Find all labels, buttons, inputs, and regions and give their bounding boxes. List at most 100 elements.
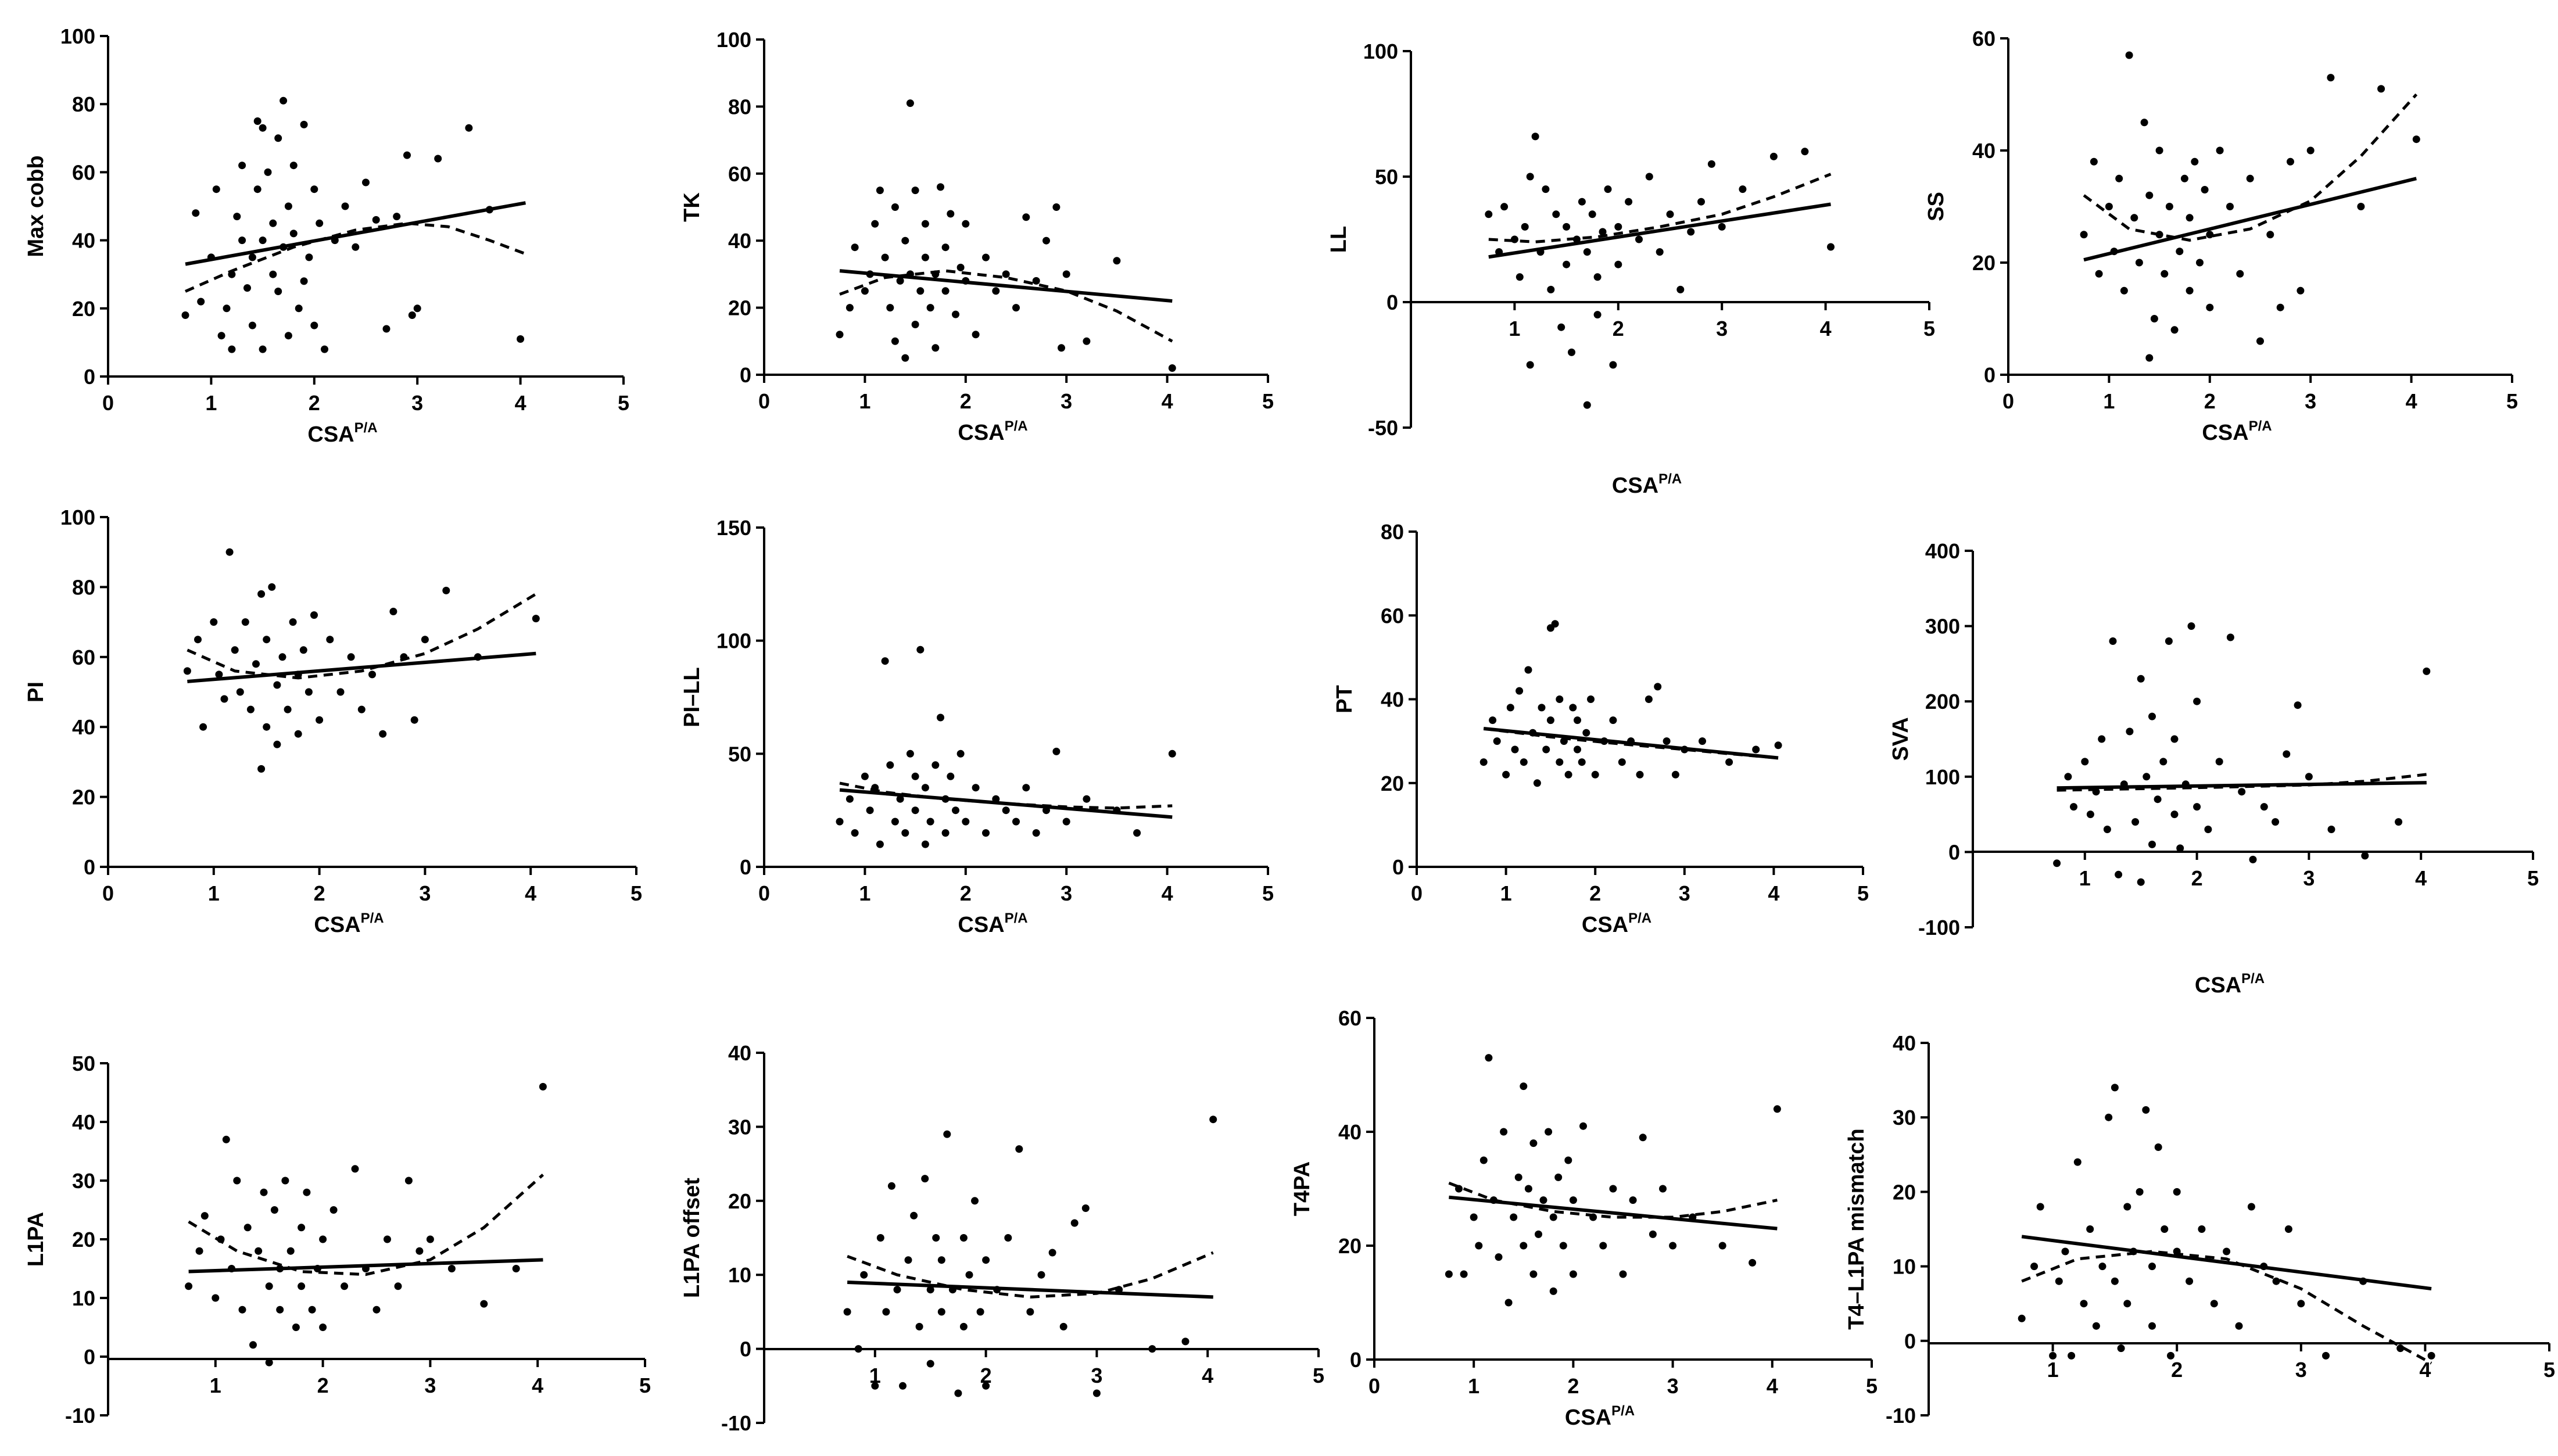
data-point	[331, 236, 339, 245]
data-point	[921, 840, 929, 848]
data-point	[2283, 750, 2291, 758]
data-point	[1551, 620, 1559, 628]
data-point	[2297, 286, 2305, 295]
data-point	[1569, 1196, 1577, 1204]
data-point	[1589, 1213, 1597, 1221]
data-point	[1485, 1054, 1493, 1062]
data-point	[2092, 788, 2100, 796]
y-tick-label: 10	[1893, 1255, 1916, 1279]
data-point	[911, 187, 919, 195]
y-tick-label: 0	[84, 365, 95, 389]
data-point	[1676, 285, 1685, 293]
y-tick-label: 20	[1338, 1234, 1362, 1258]
data-point	[2137, 675, 2145, 683]
y-axis-title: PI–LL	[680, 667, 704, 727]
data-point	[2215, 758, 2223, 766]
scatter-panel-ll: -50 0 50 100 1 2 3 4 5 CSAP/A LL	[1327, 40, 1935, 498]
data-point	[932, 344, 940, 352]
data-point	[200, 1212, 209, 1220]
data-point	[1495, 248, 1503, 256]
y-tick-label: 60	[72, 645, 95, 669]
x-tick-label: 2	[2171, 1358, 2183, 1382]
x-tick-label: 1	[1509, 317, 1520, 340]
data-point	[413, 304, 421, 313]
data-point	[2148, 1263, 2156, 1271]
data-point	[382, 325, 390, 333]
data-point	[2159, 758, 2168, 766]
data-point	[2148, 1322, 2156, 1330]
data-point	[1774, 741, 1782, 749]
data-point	[1002, 806, 1010, 815]
data-point	[257, 590, 266, 598]
data-point	[1539, 1196, 1547, 1204]
data-point	[959, 1234, 968, 1242]
data-point	[1529, 1139, 1538, 1147]
data-point	[300, 277, 308, 285]
data-point	[2193, 803, 2201, 811]
data-point	[268, 583, 276, 591]
data-point	[319, 1235, 327, 1243]
data-point	[932, 1234, 940, 1242]
data-point	[2306, 146, 2315, 155]
y-tick-label: 80	[72, 575, 95, 599]
data-point	[982, 253, 990, 261]
data-point	[2223, 1247, 2231, 1256]
quadratic-fit-curve	[847, 1251, 1214, 1299]
data-point	[1635, 235, 1643, 243]
data-point	[2249, 855, 2257, 863]
data-point	[1032, 829, 1040, 837]
scatter-panel-pt: 0 20 40 60 80 0 1 2 3 4 5 CSAP/A PT	[1332, 520, 1869, 937]
data-point	[2098, 735, 2106, 743]
data-point	[1554, 1173, 1563, 1181]
y-tick-label: 80	[72, 92, 95, 116]
data-point	[241, 618, 249, 626]
data-point	[2201, 186, 2209, 193]
data-point	[2145, 191, 2154, 199]
data-point	[1669, 1242, 1677, 1250]
x-tick-label: 4	[515, 391, 526, 415]
data-point	[1659, 1185, 1667, 1193]
data-point	[273, 740, 281, 748]
data-point	[252, 660, 260, 668]
data-point	[2161, 270, 2169, 278]
data-point	[233, 1177, 241, 1185]
data-point	[223, 304, 231, 313]
x-tick-label: 3	[2303, 866, 2315, 890]
data-point	[2247, 1203, 2255, 1211]
data-point	[2110, 248, 2118, 256]
data-point	[1052, 203, 1061, 211]
data-point	[255, 1247, 263, 1255]
y-tick-label: 40	[728, 229, 751, 253]
data-point	[886, 304, 894, 312]
data-point	[228, 270, 236, 278]
quadratic-fit-curve	[839, 269, 1173, 343]
data-point	[1827, 243, 1835, 251]
data-point	[926, 817, 934, 826]
x-tick-label: 2	[960, 389, 972, 413]
x-tick-label: 5	[1923, 317, 1935, 340]
data-point	[2123, 1203, 2131, 1211]
data-point	[2143, 773, 2151, 781]
data-point	[2092, 1322, 2100, 1330]
data-point	[886, 761, 894, 769]
data-point	[881, 253, 889, 261]
y-tick-label: 10	[72, 1286, 95, 1310]
y-tick-label: 20	[72, 786, 95, 809]
x-axis-title-superscript: P/A	[354, 420, 378, 436]
x-axis-title-superscript: P/A	[1628, 910, 1651, 926]
x-tick-label: 5	[1262, 881, 1274, 905]
y-tick-label: 0	[740, 363, 751, 387]
y-axis-title: SVA	[1889, 717, 1913, 761]
data-point	[2193, 697, 2201, 705]
data-point	[403, 151, 411, 159]
data-point	[512, 1265, 520, 1272]
data-point	[893, 1286, 901, 1294]
data-point	[2181, 780, 2190, 788]
x-tick-label: 1	[859, 881, 870, 905]
data-point	[1563, 260, 1571, 268]
data-point	[2427, 1351, 2435, 1360]
data-point	[442, 586, 450, 594]
y-tick-label: 0	[1984, 363, 1995, 387]
data-point	[952, 806, 959, 815]
